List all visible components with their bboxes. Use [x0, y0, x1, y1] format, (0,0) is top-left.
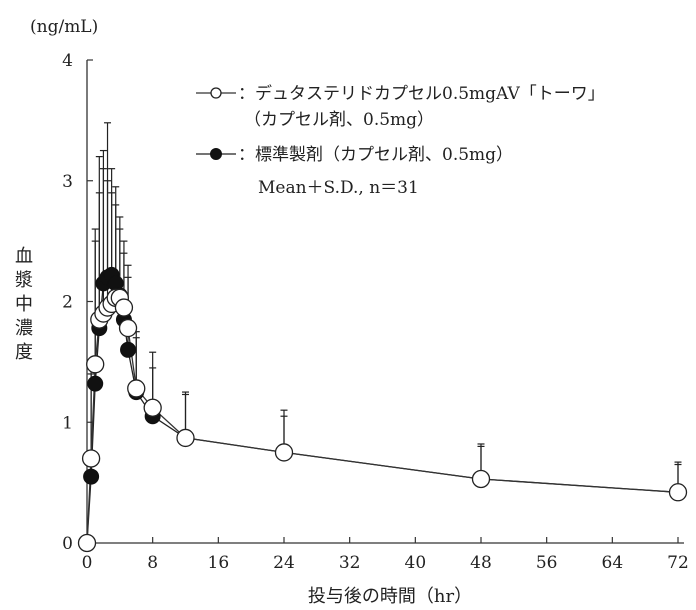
data-point-test — [274, 443, 294, 462]
x-ticks: 0 8 16 24 32 40 48 56 64 72 — [82, 537, 689, 573]
y-tick-label: 4 — [62, 51, 73, 71]
data-point-reference — [83, 468, 100, 485]
data-point-reference — [87, 375, 104, 392]
axes — [86, 60, 684, 544]
legend-test-label: ：デュタステリドカプセル0.5mgAV「トーワ」 — [238, 83, 605, 104]
data-point-test — [118, 318, 138, 338]
x-tick-label: 32 — [339, 553, 361, 573]
data-point-test — [77, 533, 97, 553]
legend-test-form: （カプセル剤、0.5mg） — [244, 110, 434, 130]
y-tick-label: 1 — [62, 413, 73, 433]
data-point-test — [127, 379, 146, 398]
data-point-reference — [120, 341, 137, 358]
x-tick-label: 64 — [602, 553, 624, 573]
data-point-test — [471, 469, 491, 489]
x-axis-title: 投与後の時間（hr） — [308, 586, 472, 607]
x-tick-label: 72 — [667, 553, 689, 573]
x-tick-label: 8 — [147, 553, 158, 573]
x-tick-label: 0 — [82, 553, 93, 573]
y-axis-label-char: 漿 — [15, 270, 33, 291]
y-unit-label: (ng/mL) — [30, 17, 98, 37]
x-tick-label: 16 — [208, 553, 230, 573]
data-point-test — [143, 398, 162, 417]
x-tick-label: 56 — [536, 553, 558, 573]
legend-ref-marker — [210, 148, 222, 160]
y-axis-label-char: 中 — [15, 294, 33, 315]
series-points — [77, 266, 688, 553]
y-axis-label-char: 血 — [15, 246, 33, 267]
y-axis-label-char: 濃 — [15, 318, 33, 339]
legend: ：デュタステリドカプセル0.5mgAV「トーワ」 （カプセル剤、0.5mg） ：… — [196, 83, 605, 198]
series-line-test — [86, 297, 679, 544]
legend-test-marker — [210, 87, 222, 99]
series-lines — [86, 273, 679, 544]
x-tick-label: 24 — [273, 553, 295, 573]
data-point-test — [86, 355, 105, 374]
data-point-test — [668, 483, 688, 502]
x-tick-label: 40 — [405, 553, 427, 573]
legend-stats: Mean＋S.D., n＝31 — [258, 178, 419, 198]
y-tick-label: 2 — [62, 293, 73, 313]
data-point-test — [176, 428, 195, 448]
series-line-reference — [86, 273, 679, 544]
y-tick-label: 3 — [62, 172, 73, 192]
x-tick-label: 48 — [470, 553, 492, 573]
legend-ref-label: ：標準製剤（カプセル剤、0.5mg） — [238, 145, 513, 165]
y-tick-label: 0 — [62, 534, 73, 554]
data-point-test — [81, 449, 101, 468]
data-point-test — [114, 298, 134, 317]
y-axis-label-char: 度 — [15, 342, 33, 363]
